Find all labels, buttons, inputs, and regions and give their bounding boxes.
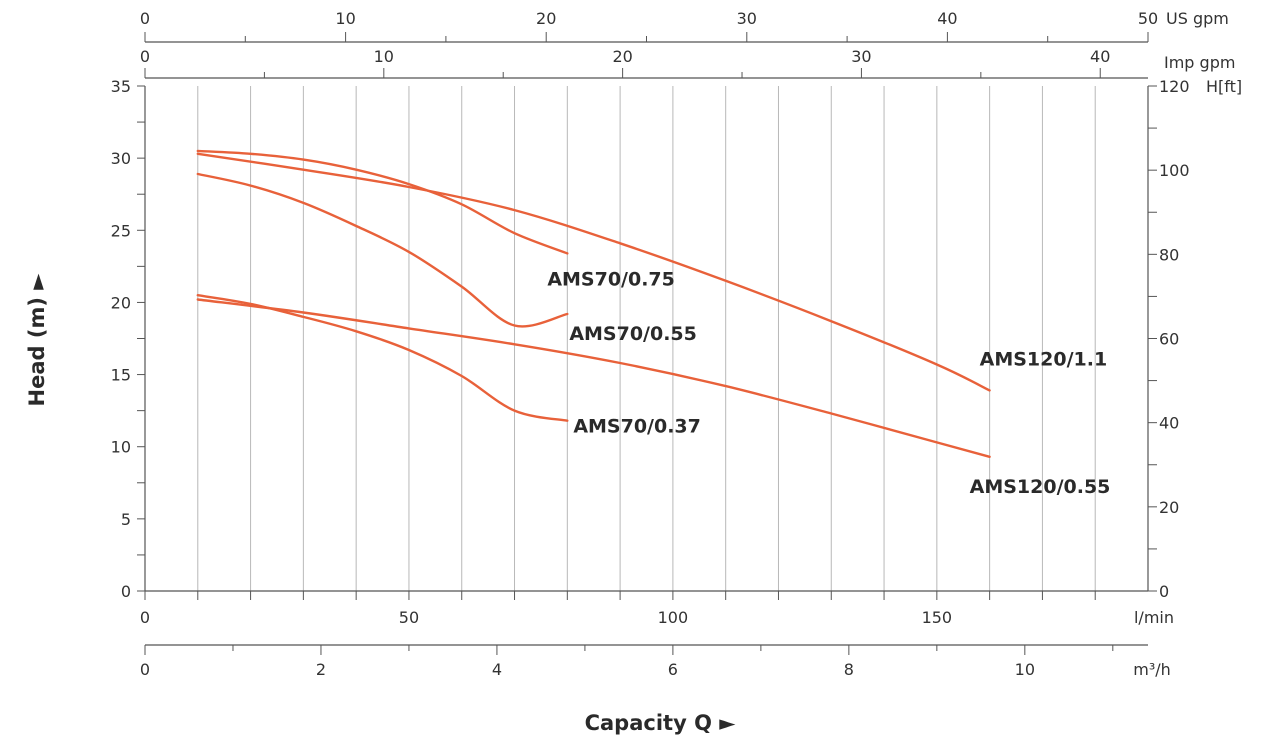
y-left-tick-label: 0 (121, 582, 131, 601)
x-us-gpm-unit-label: US gpm (1166, 9, 1229, 28)
x-axis-title: Capacity Q ► (585, 711, 737, 735)
y-left-tick-label: 25 (111, 221, 131, 240)
x-imp-gpm-tick-label: 0 (140, 47, 150, 66)
curve-ams120-1-1 (196, 152, 991, 392)
y-right-tick-label: 120 (1159, 77, 1190, 96)
y-right-tick-label: 60 (1159, 330, 1179, 349)
grid (197, 86, 1096, 591)
curve-ams70-0-55 (196, 172, 569, 328)
x-imp-gpm-tick-label: 40 (1090, 47, 1110, 66)
x-imp-gpm-unit-label: Imp gpm (1164, 53, 1235, 72)
x-us-gpm-tick-label: 20 (536, 9, 556, 28)
y-left-tick-label: 35 (111, 77, 131, 96)
x-primary-tick-label: 100 (658, 608, 689, 627)
x-m3h-tick-label: 4 (492, 660, 502, 679)
y-left-tick-label: 10 (111, 438, 131, 457)
y-left-tick-label: 15 (111, 366, 131, 385)
x-m3h-tick-label: 2 (316, 660, 326, 679)
y-left-tick-label: 30 (111, 149, 131, 168)
x-m3h-tick-label: 0 (140, 660, 150, 679)
x-m3h-tick-label: 8 (844, 660, 854, 679)
x-imp-gpm-tick-label: 20 (612, 47, 632, 66)
y-right-tick-label: 20 (1159, 498, 1179, 517)
x-us-gpm-tick-label: 40 (937, 9, 957, 28)
y-right-tick-label: 100 (1159, 161, 1190, 180)
curve-label-ams70-0-37: AMS70/0.37 (573, 416, 701, 438)
x-primary-unit-label: l/min (1134, 608, 1174, 627)
x-us-gpm-tick-label: 0 (140, 9, 150, 28)
curve-ams120-0-55 (196, 298, 991, 458)
curve-ams70-0-75 (196, 149, 569, 255)
y-right-unit-label: H[ft] (1206, 77, 1242, 96)
x-us-gpm-tick-label: 30 (737, 9, 757, 28)
curve-ams70-0-37 (196, 294, 569, 422)
x-m3h-tick-label: 6 (668, 660, 678, 679)
curve-label-ams70-0-55: AMS70/0.55 (569, 323, 697, 345)
y-left-tick-label: 20 (111, 293, 131, 312)
x-primary-tick-label: 0 (140, 608, 150, 627)
y-right-tick-label: 80 (1159, 245, 1179, 264)
curve-label-ams70-0-75: AMS70/0.75 (547, 268, 675, 290)
x-m3h-unit-label: m³/h (1133, 660, 1171, 679)
y-axis-title: Head (m) ► (25, 273, 49, 407)
x-us-gpm-tick-label: 50 (1138, 9, 1158, 28)
x-imp-gpm-tick-label: 10 (374, 47, 394, 66)
axes (137, 32, 1157, 655)
curve-label-ams120-0-55: AMS120/0.55 (970, 476, 1111, 498)
x-us-gpm-tick-label: 10 (335, 9, 355, 28)
y-right-tick-label: 0 (1159, 582, 1169, 601)
x-m3h-tick-label: 10 (1015, 660, 1035, 679)
curves (196, 149, 991, 458)
curve-label-ams120-1-1: AMS120/1.1 (980, 348, 1108, 370)
x-imp-gpm-tick-label: 30 (851, 47, 871, 66)
y-right-tick-label: 40 (1159, 414, 1179, 433)
x-primary-tick-label: 50 (399, 608, 419, 627)
y-left-tick-label: 5 (121, 510, 131, 529)
x-primary-tick-label: 150 (922, 608, 953, 627)
